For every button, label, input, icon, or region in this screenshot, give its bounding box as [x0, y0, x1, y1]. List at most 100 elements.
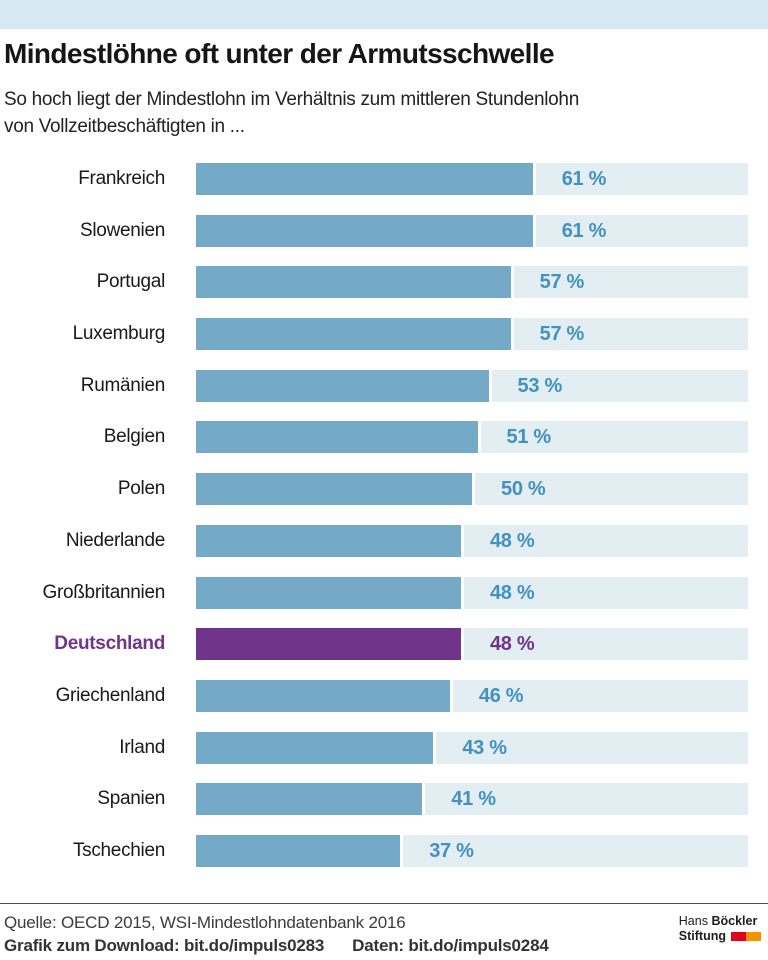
- bar: [196, 318, 511, 351]
- bar: [196, 834, 401, 867]
- bar-track: [436, 731, 748, 764]
- hans-boeckler-stiftung-logo: Hans Böckler Stiftung: [679, 911, 761, 944]
- country-label: Irland: [119, 736, 165, 758]
- bar-plot-area: 41 %: [196, 783, 748, 816]
- country-label: Spanien: [97, 788, 165, 810]
- page-subtitle: So hoch liegt der Mindestlohn im Verhält…: [4, 86, 748, 140]
- bar-plot-area: 57 %: [196, 266, 748, 299]
- country-label: Großbritannien: [42, 581, 165, 603]
- bar: [196, 576, 461, 609]
- chart-footer: Quelle: OECD 2015, WSI-Mindestlohndatenb…: [0, 903, 768, 957]
- bar-plot-area: 48 %: [196, 524, 748, 557]
- bar-track: [513, 318, 748, 351]
- bar: [196, 421, 478, 454]
- bar-track: [403, 834, 748, 867]
- bar-row: Frankreich 61 %: [0, 163, 768, 195]
- country-label: Portugal: [96, 271, 166, 293]
- country-label: Belgien: [103, 426, 166, 448]
- logo-line-2: Stiftung: [679, 929, 761, 944]
- bar-track: [480, 421, 748, 454]
- page-title: Mindestlöhne oft unter der Armutsschwell…: [4, 38, 555, 69]
- footer-text-block: Quelle: OECD 2015, WSI-Mindestlohndatenb…: [4, 911, 549, 957]
- bar-row: Niederlande 48 %: [0, 524, 768, 557]
- bar-plot-area: 61 %: [196, 214, 748, 247]
- bar-row: Tschechien 37 %: [0, 834, 768, 867]
- bar-track: [452, 679, 748, 712]
- country-label: Niederlande: [65, 529, 165, 551]
- bar-row: Portugal 57 %: [0, 266, 768, 299]
- bar-plot-area: 53 %: [196, 369, 748, 402]
- bar-row: Deutschland 48 %: [0, 628, 768, 661]
- bar-row: Großbritannien 48 %: [0, 576, 768, 609]
- bar-row: Belgien 51 %: [0, 421, 768, 454]
- bar-value-label: 51 %: [506, 426, 552, 449]
- country-label: Slowenien: [80, 219, 165, 241]
- country-label: Polen: [117, 478, 165, 500]
- top-accent-bar: [0, 0, 768, 29]
- bar-track: [535, 214, 748, 247]
- subtitle-line-2: von Vollzeitbeschäftigten in ...: [4, 116, 245, 137]
- bar-track: [491, 369, 748, 402]
- bar-value-label: 61 %: [561, 168, 607, 190]
- country-label: Griechenland: [55, 684, 166, 706]
- bar-row: Slowenien 61 %: [0, 214, 768, 247]
- bar-chart: Frankreich 61 % Slowenien 61 % Portugal 57 % L…: [0, 163, 768, 887]
- bar-value-label: 61 %: [561, 219, 607, 242]
- bar-track: [535, 163, 748, 195]
- bar-track: [463, 524, 748, 557]
- download-link[interactable]: Grafik zum Download: bit.do/impuls0283: [4, 936, 325, 955]
- logo-orange-block: [746, 932, 761, 941]
- bar-plot-area: 48 %: [196, 628, 748, 661]
- links-line: Grafik zum Download: bit.do/impuls0283 Da…: [4, 934, 549, 957]
- bar: [196, 473, 472, 506]
- bar-value-label: 57 %: [539, 271, 585, 294]
- source-note: Quelle: OECD 2015, WSI-Mindestlohndatenb…: [4, 913, 406, 932]
- data-link[interactable]: Daten: bit.do/impuls0284: [352, 936, 549, 955]
- bar-row: Polen 50 %: [0, 473, 768, 506]
- bar-value-label: 43 %: [462, 736, 507, 759]
- bar-track: [463, 576, 748, 609]
- bar-plot-area: 61 %: [196, 163, 748, 195]
- country-label: Luxemburg: [72, 323, 166, 345]
- bar-value-label: 37 %: [429, 839, 474, 862]
- bar-plot-area: 57 %: [196, 318, 748, 351]
- bar: [196, 163, 533, 195]
- logo-line-1: Hans Böckler: [678, 914, 758, 928]
- country-label: Deutschland: [54, 633, 165, 655]
- bar-plot-area: 48 %: [196, 576, 748, 609]
- bar: [196, 214, 533, 247]
- chart-header: Mindestlöhne oft unter der Armutsschwell…: [4, 38, 748, 140]
- bar-row: Spanien 41 %: [0, 783, 768, 816]
- bar: [196, 628, 461, 661]
- bar-track: [475, 473, 748, 506]
- bar-value-label: 48 %: [489, 581, 535, 604]
- subtitle-line-1: So hoch liegt der Mindestlohn im Verhält…: [4, 89, 579, 110]
- bar-plot-area: 46 %: [196, 679, 748, 712]
- bar-track: [463, 628, 748, 661]
- bar-value-label: 46 %: [478, 684, 524, 707]
- bar-value-label: 48 %: [489, 529, 535, 552]
- country-label: Tschechien: [72, 839, 165, 861]
- bar-value-label: 41 %: [451, 788, 496, 811]
- bar-row: Griechenland 46 %: [0, 679, 768, 712]
- logo-red-block: [731, 932, 746, 941]
- country-label: Frankreich: [78, 168, 165, 189]
- bar: [196, 524, 461, 557]
- bar-plot-area: 51 %: [196, 421, 748, 454]
- bar-track: [513, 266, 748, 299]
- bar-row: Irland 43 %: [0, 731, 768, 764]
- bar-value-label: 53 %: [517, 374, 563, 397]
- bar: [196, 731, 434, 764]
- bar: [196, 266, 511, 299]
- bar-value-label: 57 %: [539, 323, 585, 346]
- bar-row: Luxemburg 57 %: [0, 318, 768, 351]
- country-label: Rumänien: [80, 374, 166, 396]
- bar-value-label: 50 %: [501, 478, 546, 501]
- bar-value-label: 48 %: [489, 633, 535, 656]
- bar: [196, 369, 489, 402]
- bar-row: Rumänien 53 %: [0, 369, 768, 402]
- bar-track: [425, 783, 748, 816]
- bar-plot-area: 37 %: [196, 834, 748, 867]
- bar: [196, 679, 450, 712]
